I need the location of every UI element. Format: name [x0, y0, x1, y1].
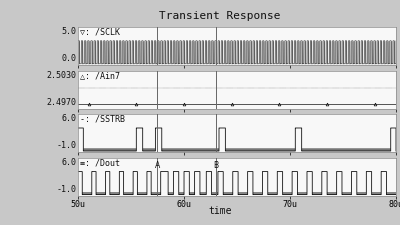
Text: △: /Ain7: △: /Ain7: [80, 71, 120, 80]
Text: 6.0: 6.0: [62, 158, 76, 167]
Text: 2.4970: 2.4970: [46, 98, 76, 107]
Text: -1.0: -1.0: [56, 141, 76, 150]
Text: time: time: [208, 206, 232, 216]
Text: A: A: [155, 162, 160, 171]
Text: 0.0: 0.0: [62, 54, 76, 63]
Text: B: B: [213, 162, 218, 171]
Text: ≡: /Dout: ≡: /Dout: [80, 159, 120, 168]
Text: 2.5030: 2.5030: [46, 71, 76, 80]
Text: 6.0: 6.0: [62, 114, 76, 123]
Text: 5.0: 5.0: [62, 27, 76, 36]
Text: Transient Response: Transient Response: [159, 11, 281, 21]
Text: -: /SSTRB: -: /SSTRB: [80, 115, 124, 124]
Text: ▽: /SCLK: ▽: /SCLK: [80, 28, 120, 37]
Text: -1.0: -1.0: [56, 185, 76, 194]
